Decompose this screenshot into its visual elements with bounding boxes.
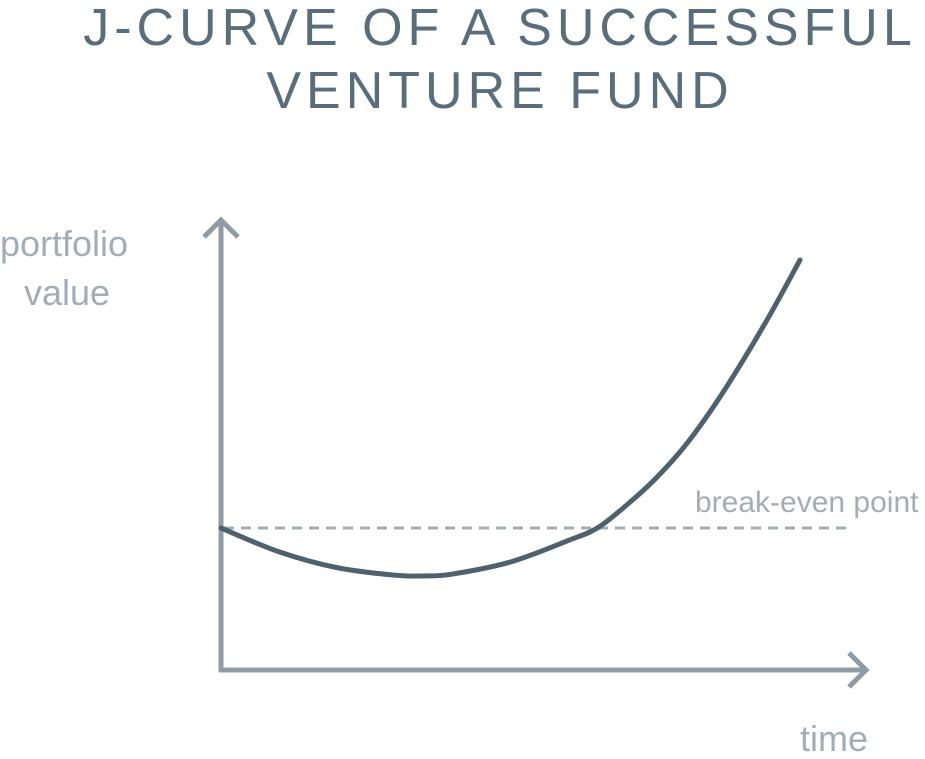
x-axis-label: time: [800, 718, 869, 759]
chart-title-line-2: VENTURE FUND: [266, 62, 734, 120]
y-axis-label-line-2: value: [24, 272, 111, 313]
j-curve-line: [218, 257, 803, 579]
x-axis-arrowhead: [847, 651, 870, 689]
y-axis-label-line-1: portfolio: [0, 223, 129, 264]
y-axis-arrowhead: [202, 216, 240, 239]
chart-title-line-1: J-CURVE OF A SUCCESSFUL: [83, 0, 917, 57]
break-even-label: break-even point: [695, 486, 919, 519]
